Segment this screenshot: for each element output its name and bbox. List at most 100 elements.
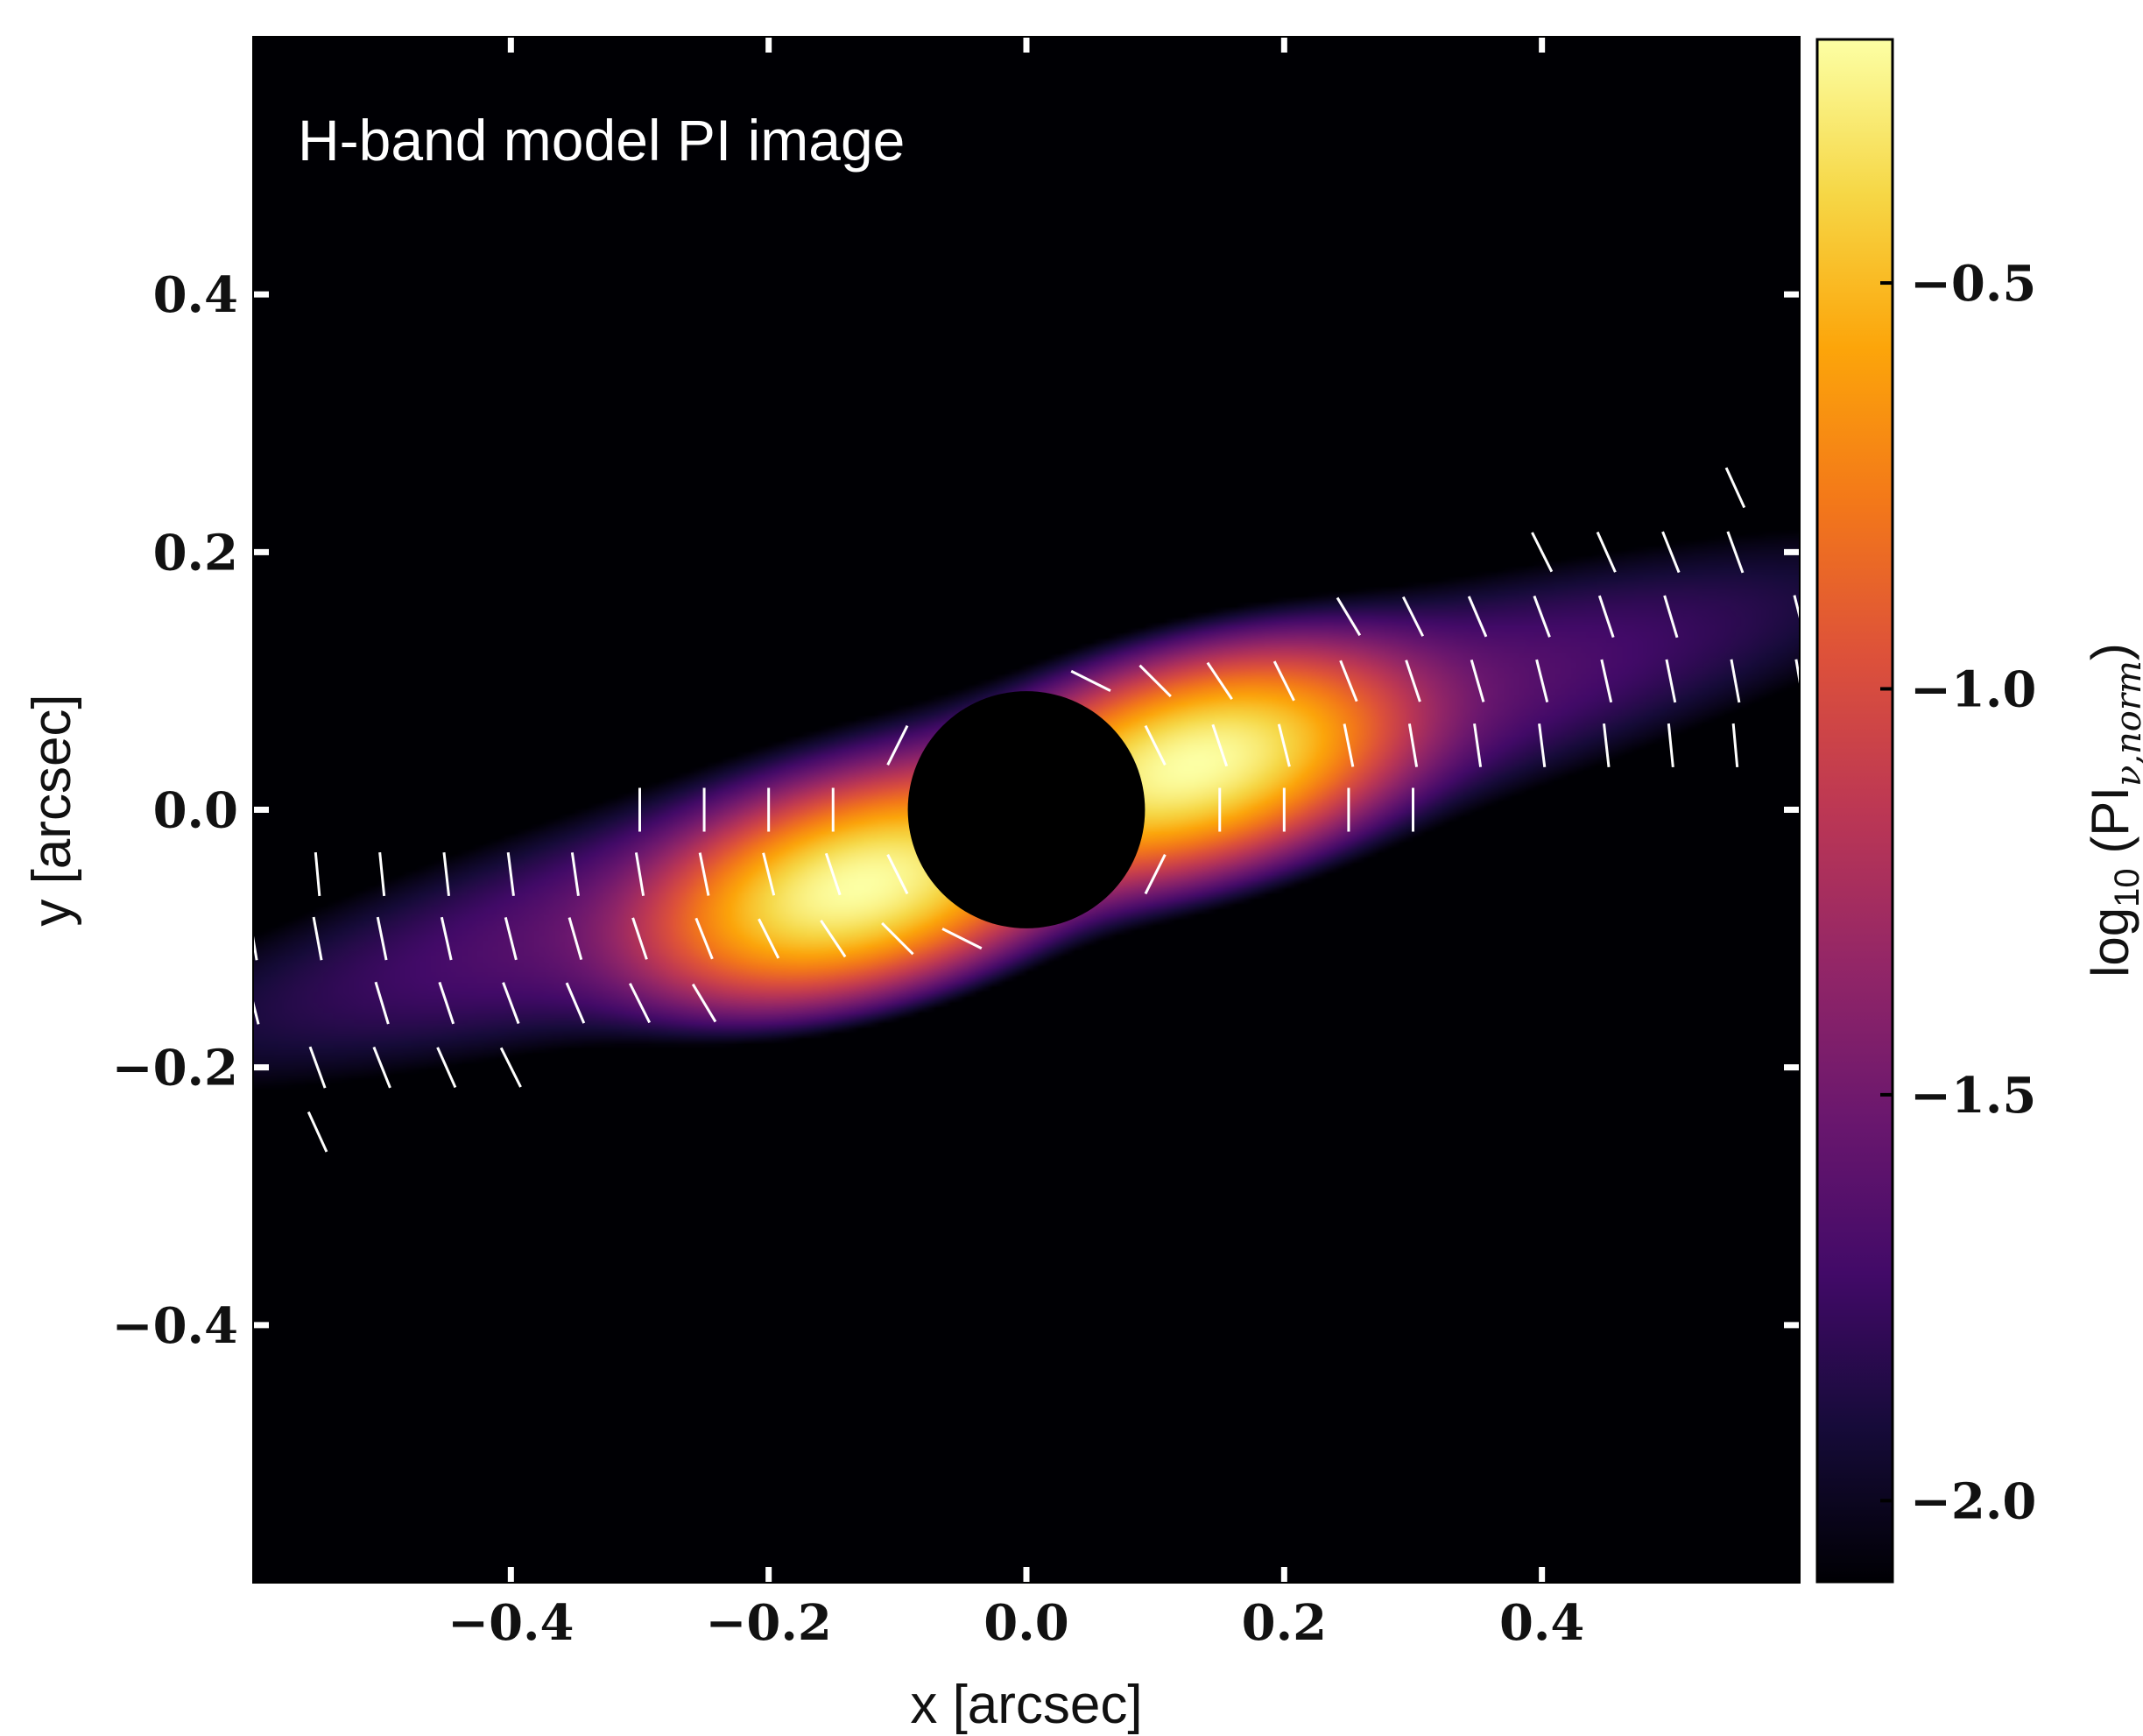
coronagraph-mask — [907, 691, 1146, 928]
polarization-vector — [565, 982, 586, 1024]
polarization-vector — [1138, 664, 1172, 698]
y-tick-label: −0.4 — [112, 1297, 238, 1355]
colorbar-label-pi: (PI — [2081, 787, 2139, 868]
polarization-vector — [820, 919, 847, 958]
colorbar-label-subscript: ν,norm — [2109, 660, 2143, 787]
axis-ticks — [253, 37, 1800, 1583]
polarization-vector — [372, 1046, 391, 1089]
colorbar: −0.5 −1.0 −1.5 −2.0 log10 (PIν,norm) — [1815, 38, 2143, 1584]
polarization-vector — [253, 997, 260, 1025]
polarization-vector — [1336, 596, 1362, 637]
y-axis-label: y [arcsec] — [22, 694, 82, 926]
colorbar-tick-label: −2.0 — [1910, 1472, 2036, 1530]
polarization-vector — [1531, 532, 1554, 573]
polarization-vector — [1731, 723, 1739, 767]
polarization-vector — [1470, 659, 1485, 702]
y-tick-label: 0.2 — [153, 524, 238, 582]
colorbar-tick-label: −0.5 — [1910, 255, 2036, 313]
polarization-vector — [1473, 723, 1483, 767]
polarization-vector — [631, 917, 648, 960]
polarization-vector — [1533, 595, 1551, 638]
polarization-vector — [628, 983, 652, 1024]
plot-frame — [252, 36, 1801, 1584]
polarization-vector — [442, 852, 451, 897]
polarization-vector — [1535, 659, 1549, 703]
y-tick-label: −0.2 — [112, 1040, 238, 1097]
polarization-vector — [1401, 596, 1425, 637]
polarization-vector — [1600, 659, 1613, 703]
polarization-vector — [312, 916, 323, 961]
colorbar-tick-label: −1.5 — [1910, 1067, 2036, 1125]
polarization-vector — [499, 1047, 522, 1088]
colorbar-gradient — [1815, 38, 1894, 1584]
x-tick-label: −0.4 — [448, 1594, 574, 1652]
x-axis-label: x [arcsec] — [910, 1675, 1142, 1735]
polarization-vector — [698, 852, 710, 896]
polarization-vector — [1144, 854, 1167, 895]
polarization-vector — [1726, 531, 1745, 574]
polarization-vector — [1538, 723, 1547, 767]
polarization-vector — [1663, 595, 1679, 639]
polarization-vector — [634, 852, 645, 896]
polarization-vector — [570, 852, 580, 897]
polarization-vector — [378, 852, 386, 897]
polarization-vector — [374, 981, 390, 1025]
y-tick-label: 0.0 — [153, 782, 238, 840]
polarization-vector — [941, 928, 983, 950]
polarization-vector — [1602, 723, 1611, 767]
polarization-vector — [502, 982, 520, 1025]
colorbar-label: log10 (PIν,norm) — [2081, 643, 2143, 977]
polarization-vector — [1272, 660, 1295, 702]
polarization-vector — [436, 1047, 457, 1089]
polarization-vector — [1667, 723, 1674, 767]
polarization-vector — [1343, 723, 1355, 767]
polarization-vector — [1793, 595, 1800, 623]
polarization-vector — [440, 916, 453, 961]
polarization-vector — [762, 852, 776, 896]
polarization-vector — [1730, 659, 1741, 703]
plot-area: H-band model PI image — [252, 36, 1801, 1584]
polarization-vector — [1211, 723, 1229, 767]
x-tick-label: 0.4 — [1499, 1594, 1584, 1652]
polarization-vector — [376, 916, 388, 961]
y-tick-labels: −0.4 −0.2 0.0 0.2 0.4 — [112, 266, 238, 1355]
polarization-vector — [886, 854, 909, 895]
polarization-vector — [1405, 660, 1421, 702]
polarization-vector — [1724, 467, 1746, 509]
x-tick-label: 0.0 — [983, 1594, 1068, 1652]
polarization-vector — [1339, 660, 1358, 702]
polarization-vector — [1206, 661, 1233, 701]
polarization-vector — [758, 918, 780, 959]
polarization-vector — [1144, 724, 1167, 766]
polarization-vector — [1661, 531, 1681, 574]
polarization-vector — [824, 852, 842, 896]
colorbar-tick-label: −1.0 — [1910, 660, 2036, 718]
x-tick-label: −0.2 — [705, 1594, 831, 1652]
polarization-vector — [886, 724, 909, 766]
polarization-vector — [1277, 723, 1291, 767]
panel-title: H-band model PI image — [298, 108, 905, 173]
polarization-vector — [567, 917, 583, 961]
polarization-vector — [1467, 596, 1488, 638]
colorbar-label-base: 10 — [2108, 868, 2143, 907]
polarization-vector — [1665, 659, 1677, 703]
polarization-vectors — [253, 467, 1800, 1153]
polarization-vector — [438, 981, 455, 1025]
polarization-vector — [1407, 723, 1419, 767]
x-tick-label: 0.2 — [1242, 1594, 1327, 1652]
polarization-vector — [881, 921, 914, 956]
colorbar-label-close: ) — [2081, 643, 2139, 660]
y-tick-label: 0.4 — [153, 266, 238, 324]
polarization-vector — [307, 1111, 328, 1153]
polarization-vector — [506, 852, 515, 897]
colorbar-label-log: log — [2081, 907, 2139, 977]
polarization-vector — [314, 852, 321, 897]
polarization-vector — [1596, 531, 1617, 573]
polarization-vector — [1070, 669, 1111, 692]
polarization-vector — [694, 917, 714, 960]
polarization-vector — [1597, 595, 1615, 639]
polarization-vector — [504, 916, 518, 961]
polarization-vector — [691, 983, 717, 1023]
polarization-vector — [1794, 659, 1800, 689]
